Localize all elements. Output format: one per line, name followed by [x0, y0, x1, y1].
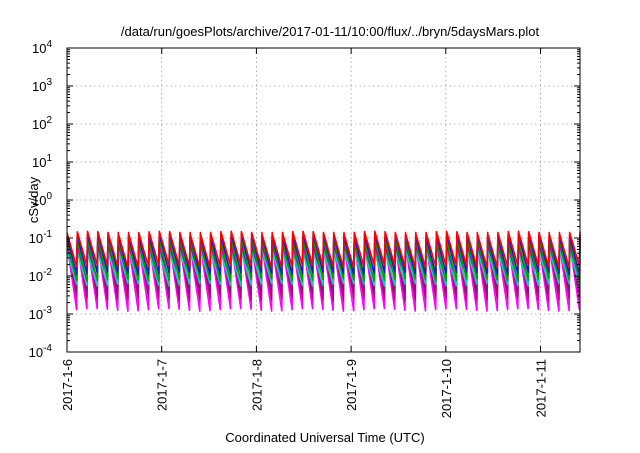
x-tick-label: 2017-1-11 [534, 359, 549, 417]
y-tick-label: 102 [32, 115, 52, 132]
y-tick-label: 10-4 [29, 343, 53, 360]
x-axis-label: Coordinated Universal Time (UTC) [225, 430, 424, 445]
y-tick-label: 104 [32, 39, 52, 56]
x-tick-label: 2017-1-10 [439, 359, 454, 418]
y-tick-label: 10-3 [29, 305, 53, 322]
y-tick-label: 10-1 [29, 229, 53, 246]
x-tick-label: 2017-1-6 [60, 359, 75, 411]
y-tick-label: 100 [32, 191, 52, 208]
chart-title: /data/run/goesPlots/archive/2017-01-11/1… [121, 24, 540, 39]
series-line [66, 230, 581, 269]
tick-layer: 10-4 10-3 10-2 10-1 100 101 102 103 104 2017-1-6 2… [29, 39, 580, 418]
x-tick-label: 2017-1-9 [344, 359, 359, 411]
series-line [66, 237, 581, 282]
x-tick-label: 2017-1-7 [155, 359, 170, 411]
y-axis-label: cSv/day [26, 176, 41, 223]
x-tick-label: 2017-1-8 [249, 359, 264, 411]
y-tick-label: 10-2 [29, 267, 53, 284]
grid-layer [67, 48, 580, 352]
y-tick-label: 101 [32, 153, 52, 170]
y-tick-label: 103 [32, 77, 52, 94]
series-layer [66, 230, 581, 312]
